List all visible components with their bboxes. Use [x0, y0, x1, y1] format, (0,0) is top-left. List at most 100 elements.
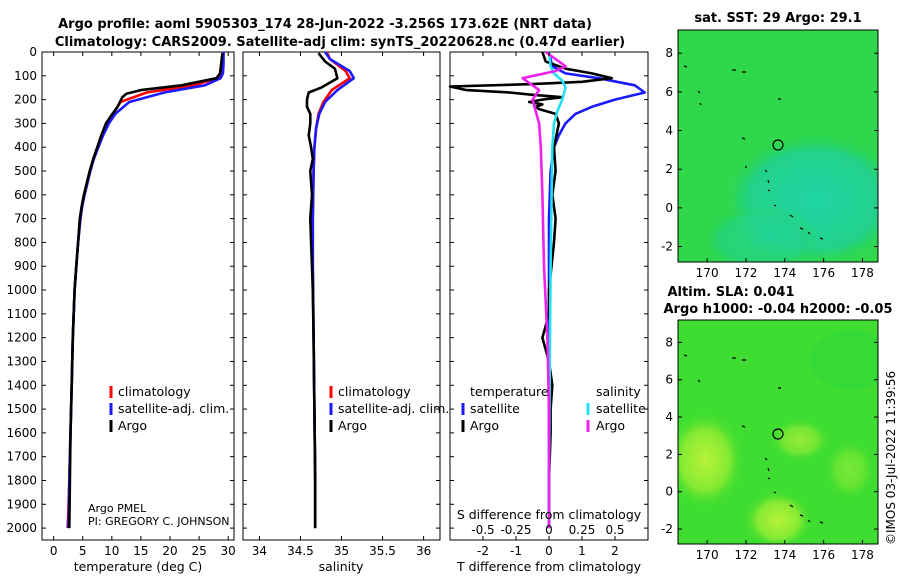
sla-high-4: [825, 440, 875, 500]
sst-island-marks: [683, 65, 824, 240]
map-x-tick-label: 174: [773, 548, 796, 562]
legend-label-satellite: satellite-adj. clim.: [338, 401, 449, 416]
series-line-salinity-satellite: [547, 51, 567, 529]
salinity-difference-ticks: -0.5 -0.25 0 0.25 0.5: [471, 523, 624, 537]
x-tick-label: 35.5: [369, 544, 396, 558]
sla-map-title-line2: Argo h1000: -0.04 h2000: -0.05: [663, 302, 892, 317]
figure-title-line1: Argo profile: aoml 5905303_174 28-Jun-20…: [58, 17, 592, 32]
x-tick-label: 20: [162, 544, 177, 558]
depth-tick-label: 100: [14, 69, 37, 83]
series-line-salinity-argo: [521, 50, 567, 529]
series-line-climatology: [66, 51, 225, 529]
difference-xlabel: T difference from climatology: [456, 559, 642, 574]
x-tick-label: 35: [334, 544, 349, 558]
depth-tick-label: 1100: [6, 307, 37, 321]
depth-tick-label: 1000: [6, 283, 37, 297]
temperature-xlabel: temperature (deg C): [74, 559, 203, 574]
salinity-series: [305, 51, 356, 529]
series-line-satellite-adj-clim-: [311, 51, 356, 529]
series-line-temperature-argo: [448, 51, 614, 529]
temperature-panel-frame: [41, 51, 235, 541]
sla-argo-marker: [772, 428, 784, 440]
map-y-tick-label: -2: [661, 240, 673, 254]
s-tick-label: 0.5: [605, 523, 624, 537]
legend-label-s-satellite: satellite: [596, 401, 646, 416]
salinity-legend: climatology satellite-adj. clim. Argo: [329, 384, 449, 433]
series-line-satellite-adj-clim-: [66, 52, 225, 529]
depth-tick-label: 300: [14, 116, 37, 130]
sla-map-frame: [677, 319, 879, 545]
figure-title-line2: Climatology: CARS2009. Satellite-adj cli…: [55, 35, 625, 50]
x-tick-label: 10: [104, 544, 119, 558]
map-x-tick-label: 176: [812, 548, 835, 562]
depth-tick-label: 700: [14, 212, 37, 226]
map-y-tick-label: 2: [665, 162, 673, 176]
map-y-tick-label: 8: [665, 335, 673, 349]
sla-low-1: [810, 330, 878, 390]
difference-series: [448, 50, 647, 529]
legend-label-satellite: satellite-adj. clim.: [118, 401, 229, 416]
x-tick-label: -1: [510, 544, 522, 558]
x-tick-label: 36: [416, 544, 431, 558]
x-tick-label: 5: [79, 544, 87, 558]
sst-warm-pool-2: [700, 205, 820, 262]
legend-label-climatology: climatology: [118, 384, 191, 399]
map-y-tick-label: 6: [665, 373, 673, 387]
map-x-tick-label: 174: [773, 266, 796, 280]
sla-high-3: [770, 418, 830, 462]
map-y-tick-label: 6: [665, 85, 673, 99]
depth-tick-label: 1600: [6, 426, 37, 440]
legend-label-t-satellite: satellite: [470, 401, 520, 416]
tick-marks: [42, 51, 648, 529]
credit-line2: PI: GREGORY C. JOHNSON: [88, 515, 229, 528]
series-line-argo: [68, 53, 224, 529]
salinity-panel-frame: [242, 51, 441, 541]
x-tick-label: 0: [50, 544, 58, 558]
map-x-tick-label: 172: [735, 548, 758, 562]
x-tick-label: 34: [252, 544, 267, 558]
depth-tick-label: 900: [14, 259, 37, 273]
sla-high-2: [743, 490, 813, 544]
depth-tick-label: 1800: [6, 473, 37, 487]
depth-tick-label: 800: [14, 235, 37, 249]
x-tick-label: 25: [191, 544, 206, 558]
sst-map-yticks: 8 6 4 2 0 -2: [661, 46, 878, 254]
s-difference-label: S difference from climatology: [457, 507, 642, 522]
legend-label-argo: Argo: [338, 418, 367, 433]
depth-axis: 0 100 200 300 400 500 600 700 800 900 1000 1100 1200…: [6, 45, 37, 535]
sla-island-marks: [683, 354, 824, 524]
x-tick-label: 0: [545, 544, 553, 558]
sla-map-yticks: 8 6 4 2 0 -2: [661, 335, 878, 536]
map-x-tick-label: 172: [735, 266, 758, 280]
series-line-temperature-satellite: [547, 51, 647, 529]
map-x-tick-label: 176: [812, 266, 835, 280]
map-x-tick-label: 170: [696, 548, 719, 562]
depth-tick-label: 1500: [6, 402, 37, 416]
map-y-tick-label: 8: [665, 46, 673, 60]
depth-tick-label: 2000: [6, 521, 37, 535]
map-x-tick-label: 170: [696, 266, 719, 280]
map-x-tick-label: 178: [851, 266, 874, 280]
depth-tick-label: 1200: [6, 331, 37, 345]
x-tick-label: 30: [221, 544, 236, 558]
imos-watermark: ©IMOS 03-Jul-2022 11:39:56: [884, 371, 898, 545]
salinity-xlabel: salinity: [319, 559, 364, 574]
sst-map: [678, 30, 878, 262]
legend-title-salinity: salinity: [596, 384, 641, 399]
salinity-xticks: 34 34.5 35 35.5 36: [252, 52, 431, 558]
map-y-tick-label: 0: [665, 485, 673, 499]
sla-map-title-line1: Altim. SLA: 0.041: [668, 285, 795, 300]
legend-title-temperature: temperature: [470, 384, 549, 399]
credit-line1: Argo PMEL: [88, 502, 147, 515]
sst-map-title: sat. SST: 29 Argo: 29.1: [694, 11, 861, 26]
sst-map-frame: [677, 29, 879, 263]
sla-high-1: [678, 410, 745, 510]
sla-map-xticks: 170 172 174 176 178: [696, 540, 874, 562]
map-y-tick-label: 2: [665, 447, 673, 461]
x-tick-label: 2: [611, 544, 619, 558]
temperature-series: [66, 51, 225, 529]
depth-tick-label: 200: [14, 93, 37, 107]
sst-argo-marker: [772, 139, 784, 151]
legend-label-t-argo: Argo: [470, 418, 499, 433]
